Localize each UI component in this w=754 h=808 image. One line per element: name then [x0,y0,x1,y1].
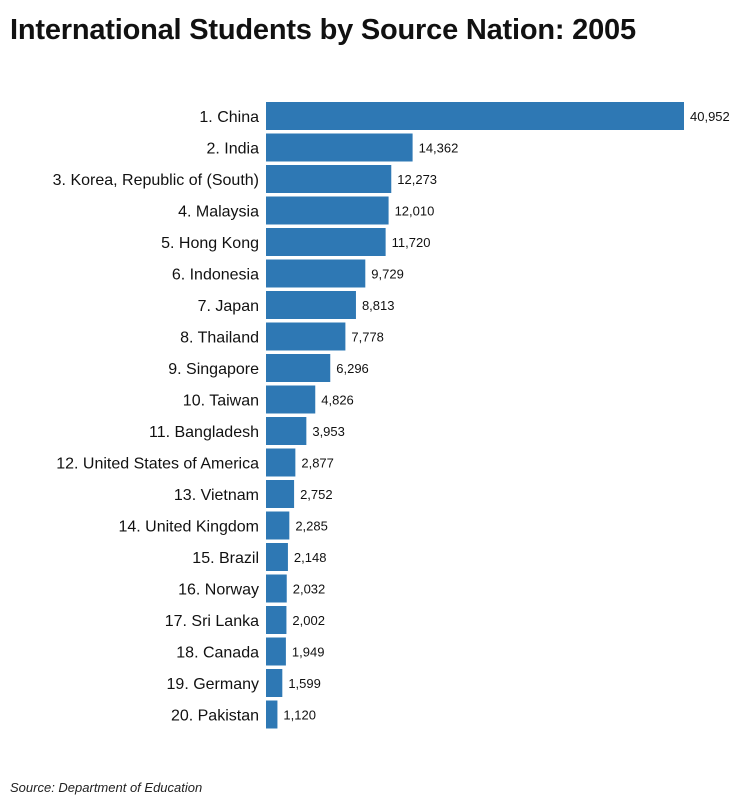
value-label-20: 1,120 [283,708,316,723]
bar-12 [266,448,296,477]
value-label-12: 2,877 [301,456,334,471]
bar-15 [266,543,288,571]
bar-11 [266,417,307,445]
value-label-19: 1,599 [288,676,321,691]
category-label-9: 9. Singapore [168,361,259,378]
bar-1 [266,102,684,130]
value-label-9: 6,296 [336,361,369,376]
source-note: Source: Department of Education [10,780,203,795]
category-label-11: 11. Bangladesh [149,424,259,441]
bar-17 [266,606,287,634]
category-label-5: 5. Hong Kong [161,235,259,252]
bar-19 [266,669,283,697]
category-label-17: 17. Sri Lanka [165,613,259,630]
bar-7 [266,291,356,319]
category-label-12: 12. United States of America [56,456,259,473]
bar-10 [266,385,316,414]
bar-4 [266,196,389,225]
value-label-11: 3,953 [312,424,345,439]
bar-5 [266,228,386,256]
value-label-5: 11,720 [392,235,431,250]
category-label-13: 13. Vietnam [174,487,259,504]
bar-8 [266,322,346,351]
bars-group: 1. China 40,952 2. India 14,362 3. Korea, Re… [53,102,730,729]
value-label-3: 12,273 [397,172,437,187]
category-label-19: 19. Germany [167,676,259,693]
bar-3 [266,165,392,193]
category-label-14: 14. United Kingdom [118,519,259,536]
bar-2 [266,133,413,162]
bar-9 [266,354,331,382]
value-label-14: 2,285 [295,519,328,534]
value-label-18: 1,949 [292,645,325,660]
bar-13 [266,480,295,508]
value-label-17: 2,002 [292,613,325,628]
value-label-6: 9,729 [371,267,404,282]
value-label-15: 2,148 [294,550,327,565]
bar-6 [266,259,366,288]
category-label-20: 20. Pakistan [171,708,259,725]
category-label-4: 4. Malaysia [178,204,259,221]
category-label-3: 3. Korea, Republic of (South) [53,172,259,189]
value-label-7: 8,813 [362,298,395,313]
category-label-10: 10. Taiwan [183,393,259,410]
bar-18 [266,637,286,666]
category-label-16: 16. Norway [178,582,259,599]
value-label-2: 14,362 [419,141,459,156]
bar-20 [266,700,278,729]
chart-title: International Students by Source Nation:… [10,14,636,46]
value-label-1: 40,952 [690,109,730,124]
category-label-7: 7. Japan [198,298,259,315]
value-label-10: 4,826 [321,393,354,408]
value-label-16: 2,032 [293,582,326,597]
category-label-8: 8. Thailand [180,330,259,347]
category-label-2: 2. India [207,141,260,158]
bar-16 [266,574,287,603]
category-label-6: 6. Indonesia [172,267,259,284]
category-label-15: 15. Brazil [192,550,259,567]
category-label-1: 1. China [199,109,259,126]
bar-14 [266,511,290,540]
category-label-18: 18. Canada [176,645,259,662]
value-label-4: 12,010 [395,204,435,219]
value-label-13: 2,752 [300,487,333,502]
value-label-8: 7,778 [351,330,384,345]
